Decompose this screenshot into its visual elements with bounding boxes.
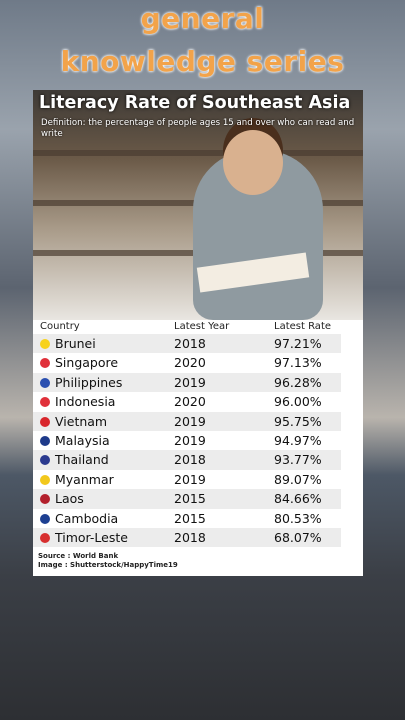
year: 2019 — [174, 433, 206, 448]
rate: 68.07% — [274, 530, 322, 545]
year: 2015 — [174, 491, 206, 507]
country: Singapore — [55, 355, 119, 371]
country: Timor-Leste — [55, 530, 128, 545]
definition: Definition: the percentage of people age… — [41, 118, 355, 139]
year: 2018 — [174, 452, 206, 468]
country: Indonesia — [55, 394, 116, 410]
table-row: Brunei 2018 97.21% — [33, 334, 341, 354]
rate: 96.28% — [274, 374, 322, 390]
table-row: Malaysia 2019 94.97% — [33, 431, 341, 450]
country: Laos — [55, 491, 84, 507]
country: Malaysia — [55, 433, 110, 448]
year: 2015 — [174, 510, 206, 526]
flag-icon — [40, 397, 50, 408]
rate: 95.75% — [274, 413, 322, 429]
rate: 80.53% — [274, 510, 322, 526]
flag-icon — [40, 358, 50, 369]
year: 2018 — [174, 530, 206, 545]
image-credit: Image : Shutterstock/HappyTime19 — [38, 561, 178, 569]
flag-icon — [40, 377, 50, 388]
infographic-card: Literacy Rate of Southeast Asia Definiti… — [33, 90, 363, 576]
flag-icon — [40, 513, 50, 524]
year: 2018 — [174, 336, 206, 351]
rate: 94.97% — [274, 433, 322, 448]
flag-icon — [40, 474, 50, 485]
source: Source : World Bank — [38, 552, 119, 560]
flag-icon — [40, 494, 50, 505]
table-row: Thailand 2018 93.77% — [33, 450, 341, 470]
table-row: Vietnam 2019 95.75% — [33, 411, 341, 431]
table-row: Cambodia 2015 80.53% — [33, 509, 341, 528]
rate: 96.00% — [274, 394, 322, 410]
table-row: Singapore 2020 97.13% — [33, 353, 341, 372]
table-row: Laos 2015 84.66% — [33, 489, 341, 509]
flag-icon — [40, 455, 50, 466]
country: Thailand — [55, 452, 109, 468]
country: Brunei — [55, 336, 96, 351]
flag-icon — [40, 533, 50, 543]
table-row: Timor-Leste 2018 68.07% — [33, 528, 341, 548]
country: Cambodia — [55, 510, 119, 526]
rate: 97.13% — [274, 355, 322, 371]
table-row: Indonesia 2020 96.00% — [33, 392, 341, 411]
rate: 89.07% — [274, 471, 322, 487]
rate: 84.66% — [274, 491, 322, 507]
title: Literacy Rate of Southeast Asia — [39, 93, 351, 113]
country: Philippines — [55, 374, 123, 390]
flag-icon — [40, 339, 50, 349]
year: 2019 — [174, 413, 206, 429]
country: Vietnam — [55, 413, 108, 429]
column-header: Country — [40, 321, 80, 332]
rate: 93.77% — [274, 452, 322, 468]
photo — [33, 90, 363, 320]
rate: 97.21% — [274, 336, 322, 351]
table-row: Philippines 2019 96.28% — [33, 372, 341, 393]
table-body: Brunei 2018 97.21% Singapore 2020 97.13% Phili… — [33, 334, 363, 548]
flag-icon — [40, 416, 50, 427]
header-line: knowledge series — [60, 45, 345, 78]
table-row: Myanmar 2019 89.07% — [33, 470, 341, 489]
column-header: Latest Rate — [274, 321, 332, 332]
column-header: Latest Year — [174, 321, 230, 332]
country: Myanmar — [55, 471, 114, 487]
year: 2019 — [174, 471, 206, 487]
year: 2019 — [174, 374, 206, 390]
year: 2020 — [174, 394, 206, 410]
flag-icon — [40, 436, 50, 446]
year: 2020 — [174, 355, 206, 371]
header-line: general — [140, 2, 265, 35]
